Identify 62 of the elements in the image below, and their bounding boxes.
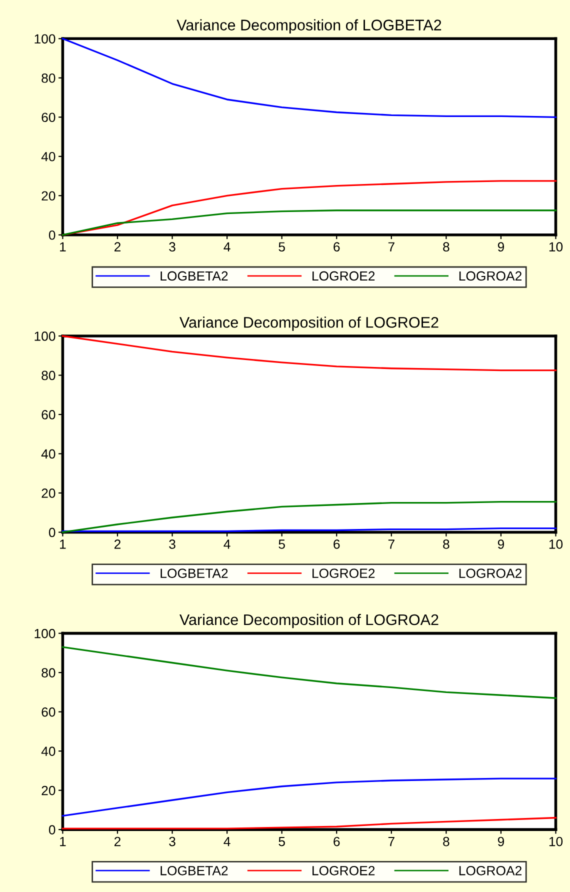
y-tick-label: 0	[48, 230, 56, 240]
x-tick-label: 1	[60, 836, 66, 846]
legend-label: LOGROA2	[459, 271, 522, 281]
x-tick-label: 3	[169, 836, 176, 846]
legend-label: LOGROE2	[312, 271, 375, 281]
y-tick-label: 20	[42, 786, 56, 796]
x-tick-label: 6	[334, 242, 340, 252]
y-tick-label: 60	[42, 410, 56, 420]
y-tick-label: 40	[41, 152, 56, 162]
x-tick-label: 7	[388, 242, 394, 252]
x-tick-label: 4	[224, 242, 230, 252]
y-tick-label: 20	[42, 191, 56, 201]
x-tick-label: 8	[443, 836, 450, 846]
x-tick-label: 5	[278, 242, 285, 252]
x-tick-label: 9	[498, 242, 504, 252]
x-tick-label: 6	[334, 540, 340, 549]
x-tick-label: 5	[278, 836, 285, 846]
chart-title: Variance Decomposition of LOGROA2	[180, 614, 438, 628]
x-tick-label: 8	[443, 242, 450, 252]
x-tick-label: 2	[114, 540, 120, 549]
y-tick-label: 0	[48, 825, 56, 834]
x-tick-label: 10	[549, 540, 563, 549]
legend-label: LOGBETA2	[160, 271, 228, 281]
chart-title: Variance Decomposition of LOGROE2	[180, 316, 438, 331]
y-tick-label: 80	[42, 370, 56, 380]
y-tick-label: 100	[34, 628, 56, 638]
y-tick-label: 80	[42, 73, 56, 83]
x-tick-label: 7	[388, 836, 394, 846]
x-tick-label: 6	[334, 836, 340, 846]
legend-label: LOGROE2	[312, 866, 375, 876]
x-tick-label: 10	[549, 242, 563, 252]
line-series	[62, 646, 557, 699]
x-tick-label: 1	[60, 242, 66, 252]
line-series	[62, 778, 557, 817]
legend-label: LOGROA2	[459, 568, 522, 578]
y-tick-label: 80	[42, 668, 56, 678]
legend-label: LOGBETA2	[160, 568, 228, 578]
x-tick-label: 7	[388, 540, 394, 549]
x-tick-label: 1	[60, 540, 66, 549]
x-tick-label: 9	[498, 836, 504, 846]
x-tick-label: 3	[169, 242, 176, 252]
x-tick-label: 8	[443, 540, 450, 549]
y-tick-label: 100	[34, 34, 56, 44]
x-tick-label: 3	[169, 540, 176, 549]
x-tick-label: 4	[224, 540, 230, 549]
y-tick-label: 40	[41, 449, 56, 459]
y-tick-label: 40	[41, 746, 56, 756]
legend-label: LOGROE2	[312, 568, 375, 578]
y-tick-label: 0	[48, 528, 56, 538]
x-tick-label: 2	[114, 836, 120, 846]
y-tick-label: 60	[42, 112, 56, 122]
legend-label: LOGROA2	[459, 866, 522, 876]
y-tick-label: 100	[34, 332, 56, 341]
x-tick-label: 4	[224, 836, 230, 846]
x-tick-label: 2	[114, 242, 120, 252]
chart-title: Variance Decomposition of LOGBETA2	[176, 19, 442, 34]
y-tick-label: 20	[42, 488, 56, 498]
x-tick-label: 9	[498, 540, 504, 549]
y-tick-label: 60	[42, 707, 56, 717]
x-tick-label: 5	[278, 540, 285, 549]
x-tick-label: 10	[549, 836, 563, 846]
legend-label: LOGBETA2	[160, 866, 228, 876]
